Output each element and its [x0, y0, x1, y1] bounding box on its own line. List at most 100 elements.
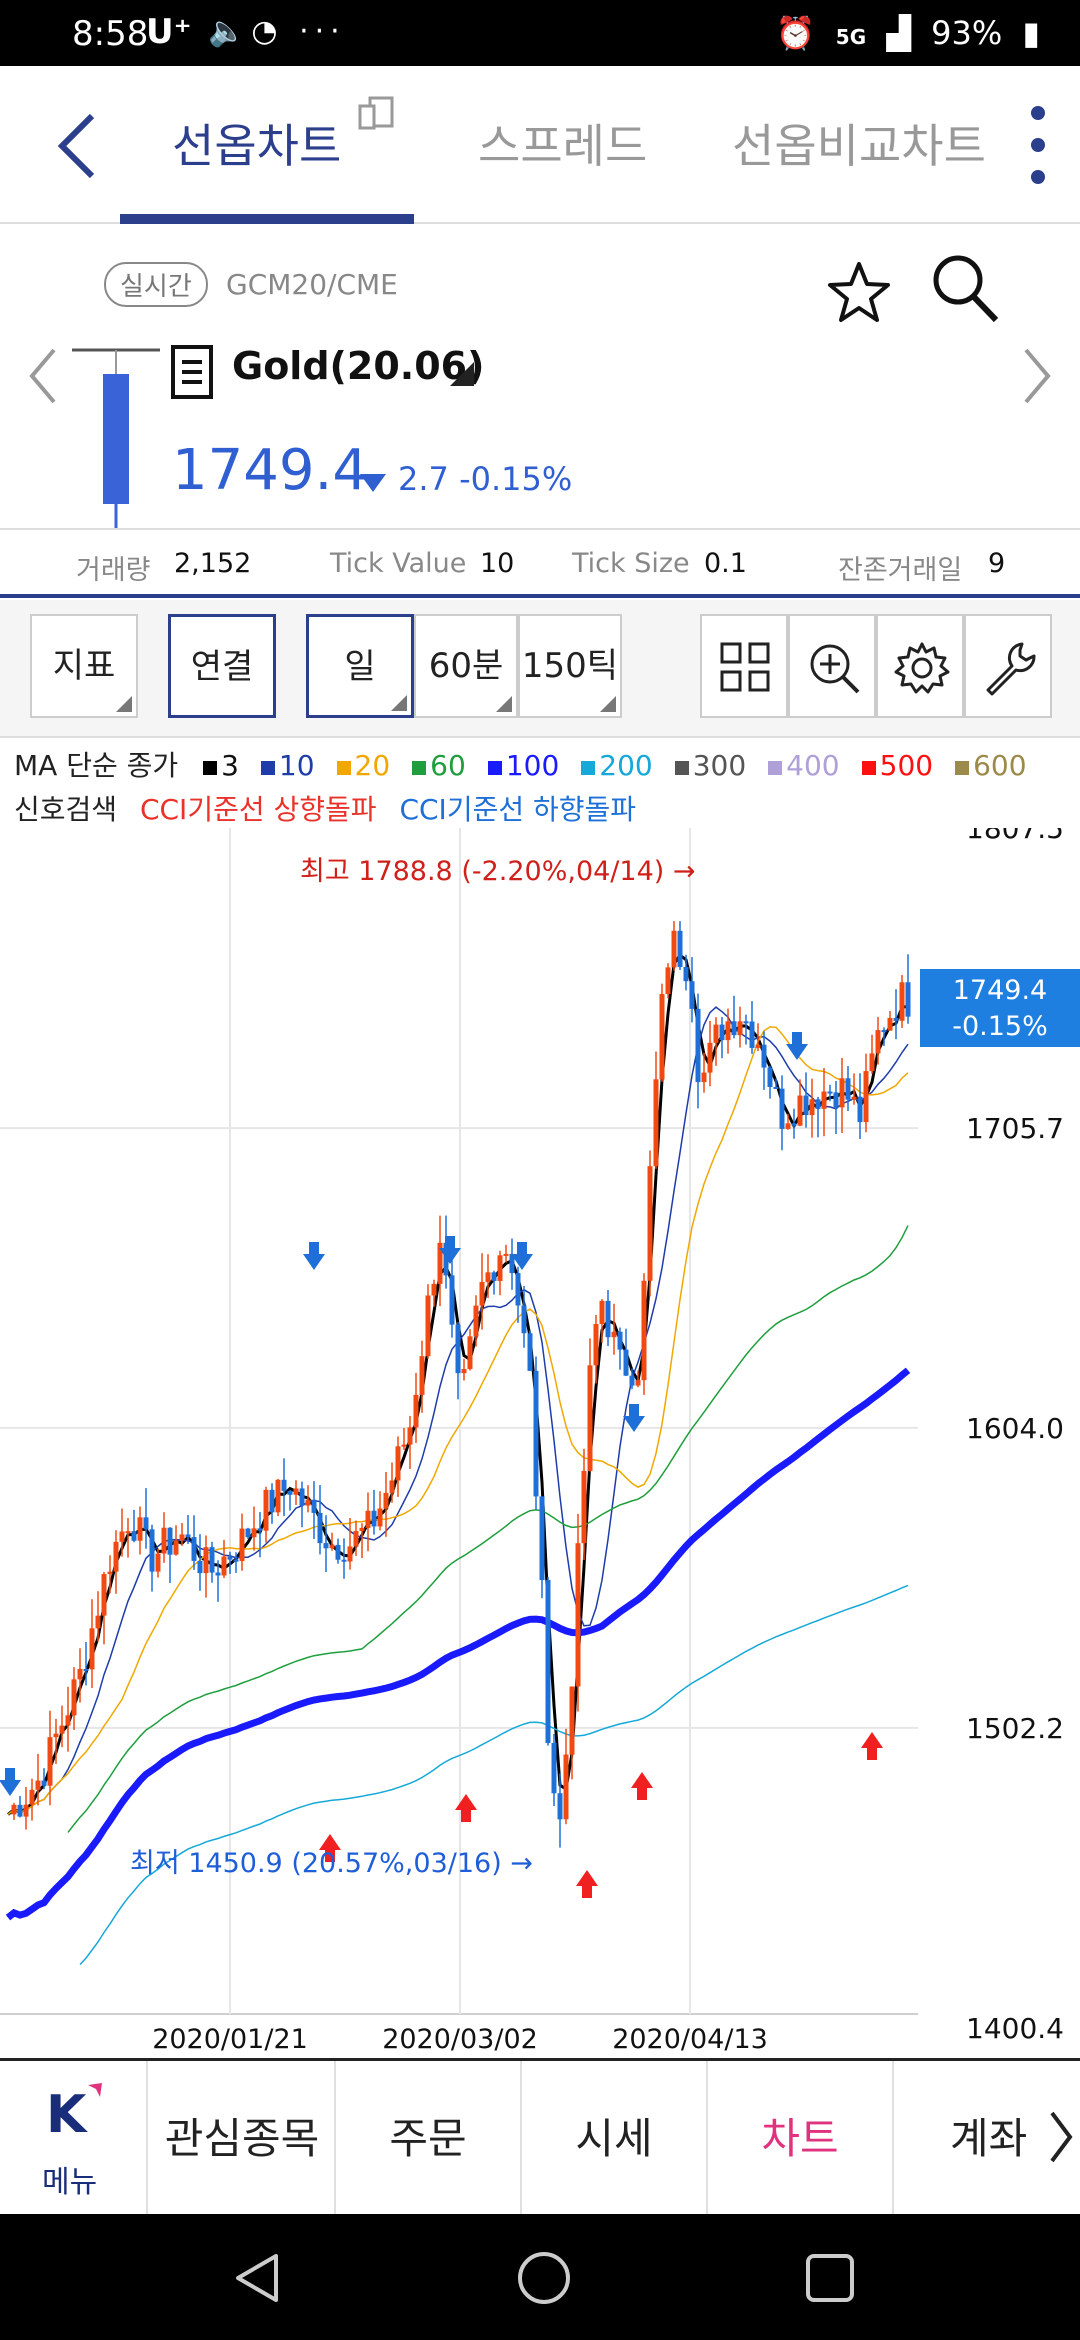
- candle-body: [779, 1088, 785, 1129]
- candle-body: [233, 1559, 239, 1562]
- candle-body: [575, 1543, 581, 1687]
- candle-body: [161, 1527, 167, 1554]
- price-chart[interactable]: 1807.5 1705.7 1604.0 1502.2 1400.4 2020/01/2…: [0, 828, 1080, 2058]
- signal-title: 신호검색: [14, 793, 118, 826]
- logo-arrow-icon: [74, 2083, 102, 2111]
- candle-body: [341, 1559, 347, 1562]
- period-150tick-button[interactable]: 150틱: [518, 614, 622, 718]
- candle-body: [485, 1272, 491, 1283]
- zoom-button[interactable]: [788, 614, 876, 718]
- quote-header: 실시간 GCM20/CME Gold(20.06): [0, 226, 1080, 530]
- signal-down-arrow: [511, 1242, 533, 1270]
- volume-value: 2,152: [174, 548, 252, 579]
- candle-body: [95, 1615, 101, 1629]
- candle-body: [29, 1789, 35, 1805]
- candle-body: [203, 1547, 209, 1574]
- signal-down-arrow: [786, 1032, 808, 1060]
- ma-legend-item-100: 100: [487, 749, 565, 782]
- candle-body: [671, 930, 677, 968]
- product-info-icon[interactable]: [170, 344, 214, 400]
- low-annotation: 최저 1450.9 (20.57%,03/16) →: [130, 1848, 533, 1879]
- candle-body: [629, 1375, 635, 1386]
- layout-grid-button[interactable]: [700, 614, 788, 718]
- prev-symbol-arrow-icon[interactable]: [26, 344, 60, 408]
- candle-body: [119, 1531, 125, 1542]
- down-triangle-icon: [360, 474, 386, 492]
- candle-body: [611, 1331, 617, 1338]
- candle-body: [281, 1479, 287, 1491]
- candle-body: [143, 1517, 149, 1530]
- indicator-button[interactable]: 지표: [30, 614, 138, 718]
- favorite-star-icon[interactable]: [826, 260, 892, 326]
- nav-account[interactable]: 계좌: [950, 2114, 1028, 2163]
- ma-legend-item-10: 10: [260, 749, 321, 782]
- ma-swatch: [674, 761, 689, 775]
- candle-body: [395, 1446, 401, 1481]
- candle-body: [413, 1394, 419, 1428]
- ma-swatch: [336, 761, 351, 775]
- tab-spread[interactable]: 스프레드: [478, 119, 648, 173]
- candle-body: [437, 1242, 443, 1284]
- ma-legend-label: 600: [973, 749, 1027, 782]
- y-tick-label: 1705.7: [966, 1112, 1064, 1145]
- symbol-code: GCM20/CME: [226, 268, 398, 301]
- candle-body: [389, 1480, 395, 1493]
- link-button[interactable]: 연결: [168, 614, 276, 718]
- candle-body: [803, 1095, 809, 1116]
- ma-swatch: [203, 761, 218, 775]
- system-back-icon[interactable]: [232, 2252, 284, 2304]
- candle-body: [23, 1804, 29, 1817]
- nav-quote[interactable]: 시세: [522, 2061, 708, 2217]
- nav-order[interactable]: 주문: [336, 2061, 522, 2217]
- back-arrow-icon[interactable]: [48, 106, 108, 186]
- system-recents-icon[interactable]: [804, 2252, 856, 2304]
- signal-up-label: CCI기준선 상향돌파: [139, 793, 377, 826]
- days-left-label: 잔존거래일: [838, 555, 963, 586]
- current-price: 1749.4: [172, 438, 368, 503]
- candle-body: [59, 1725, 65, 1734]
- dropdown-caret-icon[interactable]: [448, 360, 476, 388]
- candle-body: [851, 1096, 857, 1100]
- app-menu-button[interactable]: K 메뉴: [0, 2061, 148, 2217]
- signal-up-arrow: [319, 1834, 341, 1862]
- candle-body: [527, 1333, 533, 1371]
- next-symbol-arrow-icon[interactable]: [1020, 344, 1054, 408]
- y-tick-label: 1807.5: [966, 828, 1064, 845]
- candle-body: [689, 981, 695, 1009]
- candle-body: [263, 1489, 269, 1531]
- system-home-icon[interactable]: [516, 2250, 572, 2306]
- status-bar: 8:58 U⁺ 🔈◔ ··· ⏰ 5G ▟ 93% ▮: [0, 0, 1080, 66]
- ma-legend-label: 100: [505, 749, 560, 782]
- candle-body: [653, 1079, 659, 1167]
- candle-body: [707, 1042, 713, 1073]
- search-icon[interactable]: [930, 252, 1000, 324]
- product-name[interactable]: Gold(20.06): [232, 344, 485, 388]
- period-60min-button[interactable]: 60분: [414, 614, 518, 718]
- gear-icon: [894, 642, 950, 694]
- days-left-value: 9: [988, 548, 1006, 579]
- candle-body: [857, 1096, 863, 1123]
- battery-label: 93%: [931, 14, 1003, 52]
- nav-more-arrow-icon[interactable]: [1046, 2109, 1074, 2165]
- candle-body: [593, 1324, 599, 1366]
- candle-body: [359, 1527, 365, 1531]
- ma-legend-label: 3: [221, 749, 239, 782]
- settings-button[interactable]: [876, 614, 964, 718]
- candle-body: [353, 1530, 359, 1547]
- candle-body: [869, 1053, 875, 1072]
- candle-body: [473, 1305, 479, 1337]
- tab-futures-chart[interactable]: 선옵차트: [172, 119, 342, 173]
- more-options-icon[interactable]: [1026, 106, 1050, 196]
- tab-compare-chart[interactable]: 선옵비교차트: [732, 119, 986, 173]
- candle-body: [557, 1793, 563, 1820]
- candle-body: [47, 1737, 53, 1786]
- indicator-label: 지표: [52, 646, 116, 686]
- ma-legend-label: 10: [278, 749, 315, 782]
- popup-window-icon[interactable]: [358, 96, 396, 130]
- nav-watchlist[interactable]: 관심종목: [150, 2061, 336, 2217]
- period-daily-button[interactable]: 일: [306, 614, 414, 718]
- candle-body: [383, 1492, 389, 1509]
- candle-body: [317, 1512, 323, 1544]
- nav-chart[interactable]: 차트: [708, 2061, 894, 2217]
- tools-button[interactable]: [964, 614, 1052, 718]
